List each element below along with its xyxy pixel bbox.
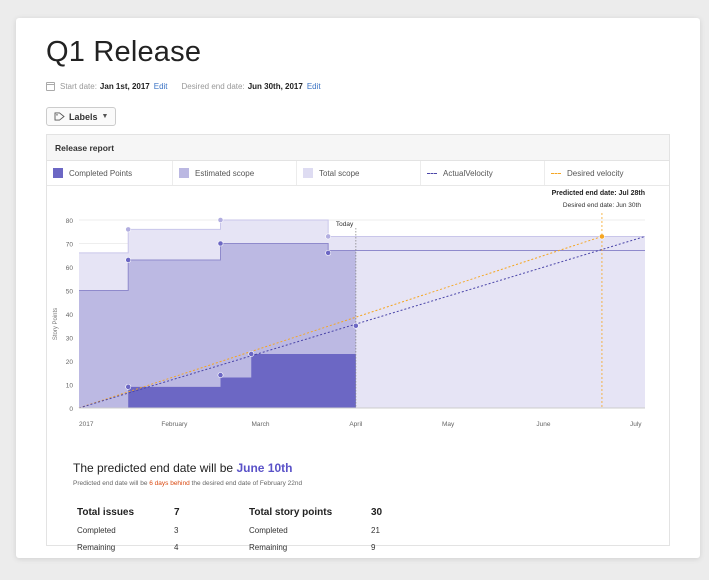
today-label: Today bbox=[336, 221, 354, 228]
labels-button-label: Labels bbox=[69, 111, 98, 122]
desired-end-date-label: Desired end date: bbox=[181, 82, 245, 91]
y-tick-label: 10 bbox=[66, 383, 74, 390]
start-date-value: Jan 1st, 2017 bbox=[99, 82, 150, 91]
y-tick-label: 70 bbox=[66, 242, 74, 249]
predicted-date: June 10th bbox=[236, 461, 293, 475]
y-axis-title: Story Points bbox=[53, 308, 59, 340]
labels-dropdown-button[interactable]: Labels ▼ bbox=[46, 107, 117, 126]
total-points-value: 30 bbox=[371, 507, 383, 518]
estimated-scope-line bbox=[79, 243, 645, 291]
x-tick-label: July bbox=[630, 421, 642, 428]
edit-start-date-link[interactable]: Edit bbox=[153, 82, 168, 91]
burnup-chart: 0 10 20 30 40 50 60 70 80 Today Desired end date: … bbox=[47, 185, 669, 428]
points-remaining-label: Remaining bbox=[249, 543, 288, 552]
legend-item-actualvelocity: ActualVelocity bbox=[421, 161, 545, 185]
legend-marker bbox=[53, 168, 63, 178]
data-point bbox=[599, 233, 605, 240]
release-card: Q1 Release Start date: Jan 1st, 2017 Edi… bbox=[16, 18, 700, 558]
issues-remaining-label: Remaining bbox=[77, 543, 116, 552]
x-tick-label: February bbox=[161, 421, 188, 428]
chart-legend: Completed Points Estimated scope Total sco… bbox=[47, 161, 669, 186]
prediction-detail: Predicted end date will be 6 days behind… bbox=[73, 480, 302, 487]
y-tick-label: 80 bbox=[66, 218, 74, 225]
issues-completed-label: Completed bbox=[77, 526, 116, 535]
y-tick-label: 0 bbox=[69, 406, 73, 413]
tag-icon bbox=[54, 112, 65, 121]
data-point bbox=[248, 351, 255, 357]
points-remaining-value: 9 bbox=[371, 543, 376, 552]
edit-desired-date-link[interactable]: Edit bbox=[306, 82, 321, 91]
issues-completed-value: 3 bbox=[174, 526, 179, 535]
prediction-detail-prefix: Predicted end date will be bbox=[73, 480, 150, 487]
y-tick-label: 60 bbox=[66, 265, 74, 272]
data-point bbox=[325, 233, 332, 240]
legend-marker bbox=[179, 168, 189, 178]
x-tick-label: June bbox=[536, 421, 550, 428]
prediction-headline: The predicted end date will be June 10th bbox=[73, 461, 292, 475]
data-point bbox=[125, 226, 132, 233]
prediction-headline-text: The predicted end date will be bbox=[73, 461, 237, 475]
y-tick-label: 40 bbox=[66, 312, 74, 319]
x-tick-label: March bbox=[251, 421, 269, 428]
legend-label: ActualVelocity bbox=[443, 168, 493, 178]
legend-marker bbox=[551, 172, 561, 174]
total-issues-label: Total issues bbox=[77, 507, 135, 518]
points-completed-label: Completed bbox=[249, 526, 288, 535]
desired-end-date-value: Jun 30th, 2017 bbox=[247, 82, 303, 91]
start-date-label: Start date: bbox=[60, 82, 97, 91]
release-stats: Total issues 7 Total story points 30 Com… bbox=[77, 503, 411, 556]
legend-item-desired-velocity: Desired velocity bbox=[545, 161, 669, 185]
total-points-label: Total story points bbox=[249, 507, 333, 518]
completed-points-area bbox=[79, 353, 356, 408]
data-point bbox=[352, 322, 359, 329]
y-tick-label: 50 bbox=[66, 289, 74, 296]
days-behind: 6 days behind bbox=[149, 480, 190, 487]
predicted-end-label: Predicted end date: Jul 28th bbox=[552, 190, 645, 197]
legend-marker bbox=[303, 168, 313, 178]
chevron-down-icon: ▼ bbox=[101, 113, 109, 120]
legend-item-estimated-scope: Estimated scope bbox=[173, 161, 297, 185]
legend-label: Estimated scope bbox=[195, 168, 255, 178]
release-dates: Start date: Jan 1st, 2017 Edit Desired e… bbox=[46, 82, 321, 91]
legend-item-total-scope: Total scope bbox=[297, 161, 421, 185]
page-title: Q1 Release bbox=[46, 36, 202, 68]
legend-item-completed-points: Completed Points bbox=[47, 161, 173, 185]
actual-velocity-line bbox=[78, 235, 646, 409]
legend-label: Desired velocity bbox=[567, 168, 624, 178]
prediction-detail-suffix: the desired end date of February 22nd bbox=[189, 480, 303, 487]
burnup-chart-svg: 0 10 20 30 40 50 60 70 80 Today Desired end date: … bbox=[53, 190, 646, 428]
data-point bbox=[325, 250, 332, 256]
data-point bbox=[125, 383, 132, 390]
data-point bbox=[217, 240, 224, 247]
x-tick-label: April bbox=[349, 421, 363, 428]
release-report-title: Release report bbox=[47, 135, 669, 161]
points-completed-value: 21 bbox=[371, 526, 380, 535]
total-issues-value: 7 bbox=[174, 507, 180, 518]
x-tick-label: May bbox=[442, 421, 455, 428]
issues-remaining-value: 4 bbox=[174, 543, 179, 552]
y-tick-label: 20 bbox=[66, 359, 74, 366]
legend-marker bbox=[427, 172, 437, 174]
legend-label: Completed Points bbox=[69, 168, 133, 178]
data-point bbox=[125, 257, 132, 263]
data-point bbox=[217, 217, 224, 223]
legend-label: Total scope bbox=[319, 168, 360, 178]
data-point bbox=[217, 372, 224, 378]
release-report-panel: Release report Completed Points Estimated… bbox=[46, 134, 670, 552]
calendar-icon bbox=[46, 82, 55, 91]
y-tick-label: 30 bbox=[66, 336, 74, 343]
x-tick-label: 2017 bbox=[79, 421, 94, 428]
desired-end-label: Desired end date: Jun 30th bbox=[563, 202, 641, 209]
